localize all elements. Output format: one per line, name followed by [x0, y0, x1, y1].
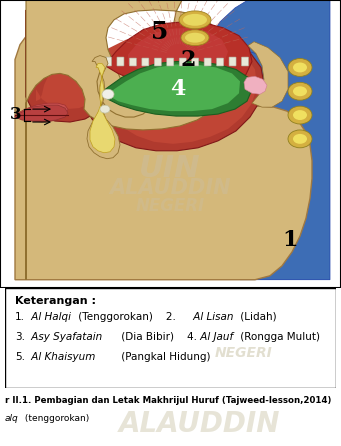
Ellipse shape	[288, 58, 312, 76]
Text: (Lidah): (Lidah)	[237, 312, 276, 322]
Ellipse shape	[185, 33, 205, 43]
Polygon shape	[87, 56, 120, 159]
Text: 5: 5	[151, 20, 169, 44]
Ellipse shape	[288, 106, 312, 124]
Polygon shape	[244, 76, 267, 94]
Polygon shape	[15, 17, 312, 280]
Text: Al Lisan: Al Lisan	[190, 312, 234, 322]
Ellipse shape	[183, 14, 207, 26]
Polygon shape	[15, 103, 68, 122]
FancyBboxPatch shape	[104, 57, 112, 66]
Text: ALAUDDIN: ALAUDDIN	[119, 410, 281, 438]
Polygon shape	[26, 10, 264, 151]
FancyBboxPatch shape	[129, 58, 136, 66]
Polygon shape	[202, 0, 330, 280]
FancyBboxPatch shape	[241, 57, 249, 66]
Text: 1.: 1.	[15, 312, 25, 322]
Text: 1: 1	[282, 229, 298, 251]
Polygon shape	[15, 105, 68, 121]
Ellipse shape	[100, 105, 110, 113]
Text: NEGERI: NEGERI	[214, 346, 272, 360]
Ellipse shape	[293, 110, 307, 120]
FancyBboxPatch shape	[142, 58, 149, 66]
Ellipse shape	[179, 11, 211, 29]
Text: ALAUDDIN: ALAUDDIN	[109, 178, 231, 198]
Polygon shape	[100, 22, 252, 89]
Text: (Pangkal Hidung): (Pangkal Hidung)	[118, 352, 210, 362]
Text: r II.1. Pembagian dan Letak Makhrijul Huruf (Tajweed-lesson,2014): r II.1. Pembagian dan Letak Makhrijul Hu…	[5, 396, 331, 405]
Polygon shape	[248, 41, 288, 107]
FancyBboxPatch shape	[229, 57, 236, 66]
Polygon shape	[225, 0, 330, 280]
Polygon shape	[26, 0, 227, 280]
Ellipse shape	[293, 87, 307, 96]
Text: alq: alq	[5, 414, 19, 423]
Ellipse shape	[288, 130, 312, 148]
Polygon shape	[128, 28, 228, 76]
Text: 4: 4	[170, 78, 186, 100]
Ellipse shape	[102, 89, 114, 99]
Ellipse shape	[293, 62, 307, 72]
FancyBboxPatch shape	[167, 58, 174, 66]
Polygon shape	[36, 12, 257, 144]
Text: NEGERI: NEGERI	[135, 197, 205, 215]
Text: (Dia Bibir)    4.: (Dia Bibir) 4.	[118, 332, 196, 342]
Polygon shape	[90, 63, 115, 153]
Ellipse shape	[288, 83, 312, 100]
Text: Keterangan :: Keterangan :	[15, 296, 96, 306]
Ellipse shape	[181, 30, 209, 45]
FancyBboxPatch shape	[204, 58, 211, 66]
Text: Al Khaisyum: Al Khaisyum	[28, 352, 95, 362]
FancyBboxPatch shape	[117, 57, 124, 66]
Text: (Rongga Mulut): (Rongga Mulut)	[237, 332, 320, 342]
FancyBboxPatch shape	[217, 58, 224, 66]
Text: 3: 3	[10, 106, 21, 123]
Text: 2: 2	[180, 49, 196, 70]
FancyBboxPatch shape	[154, 58, 161, 66]
FancyBboxPatch shape	[179, 58, 186, 66]
Text: Al Jauf: Al Jauf	[197, 332, 233, 342]
Text: (Tenggorokan)    2.: (Tenggorokan) 2.	[75, 312, 176, 322]
Ellipse shape	[293, 134, 307, 144]
Text: 5.: 5.	[15, 352, 25, 362]
Text: Al Halqi: Al Halqi	[28, 312, 71, 322]
Text: UIN: UIN	[139, 154, 201, 183]
Text: Asy Syafatain: Asy Syafatain	[28, 332, 103, 342]
Text: (tenggorokan): (tenggorokan)	[22, 414, 89, 423]
FancyBboxPatch shape	[192, 58, 199, 66]
Text: 3.: 3.	[15, 332, 25, 342]
Polygon shape	[108, 65, 240, 111]
Polygon shape	[100, 62, 252, 116]
